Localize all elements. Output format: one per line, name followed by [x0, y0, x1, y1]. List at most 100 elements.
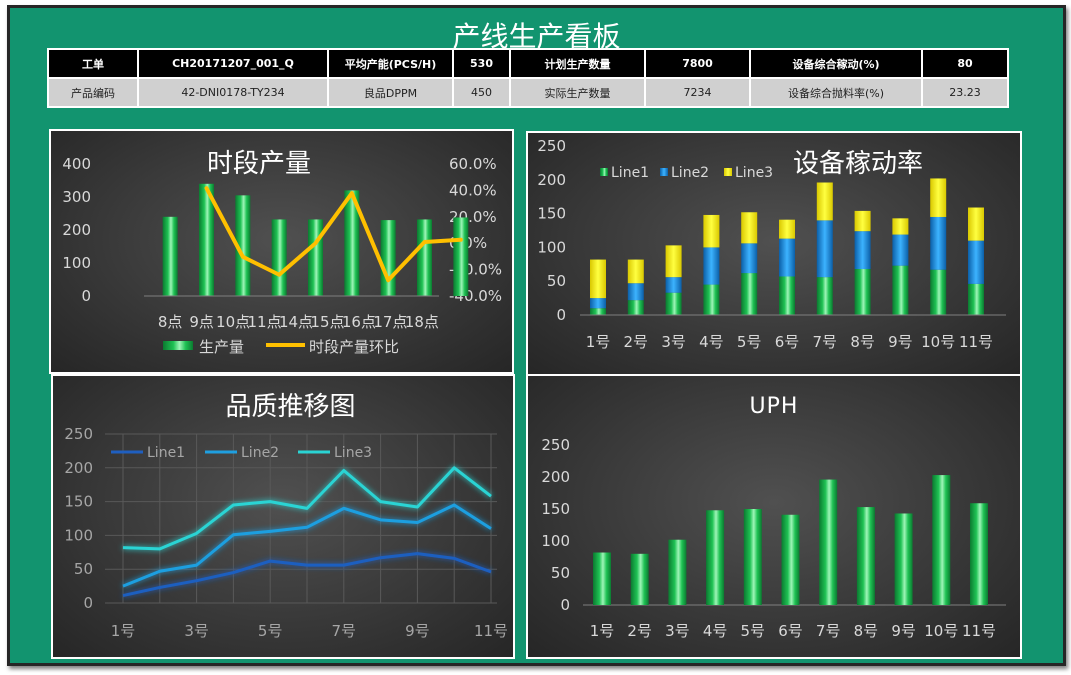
- bar: [819, 479, 838, 605]
- info-cell: CH20171207_001_Q: [137, 48, 329, 79]
- y-tick-label: 250: [537, 137, 566, 155]
- stacked-bar-segment: [892, 218, 909, 235]
- y-tick-label: 250: [64, 425, 93, 443]
- bar: [894, 513, 913, 605]
- bar: [235, 195, 251, 296]
- y-tick-label: 0: [560, 596, 570, 614]
- x-tick-label: 6号: [778, 622, 803, 640]
- y-tick-label: 400: [62, 155, 91, 173]
- info-cell: 实际生产数量: [509, 77, 646, 108]
- bar: [593, 552, 611, 605]
- y-tick-label: 100: [541, 532, 570, 550]
- page-title: 产线生产看板: [452, 20, 621, 53]
- x-tick-label: 18点: [405, 313, 439, 331]
- legend-label: Line2: [241, 445, 279, 461]
- y-tick-label: 200: [541, 468, 570, 486]
- quality-trend-plot: 0 50 100 150 200 250 1号 3号 5号 7号 9号 11号 Line1 Line2 Li…: [64, 425, 508, 640]
- stacked-bar-segment: [854, 210, 871, 232]
- x-tick-label: 9号: [891, 622, 916, 640]
- x-tick-label: 1号: [590, 622, 615, 640]
- y-tick-label: 100: [537, 238, 566, 256]
- series-line: [122, 552, 492, 598]
- x-tick-label: 8点: [158, 313, 183, 331]
- x-tick-label: 2号: [627, 622, 652, 640]
- x-tick-label: 5号: [737, 333, 762, 351]
- stacked-bar-segment: [627, 259, 644, 284]
- x-tick-label: 10号: [921, 333, 955, 351]
- y-tick-label: 0: [83, 594, 93, 612]
- y-tick-label: 100: [64, 526, 93, 544]
- y-tick-label: 100: [62, 254, 91, 272]
- stacked-bar-segment: [590, 259, 606, 299]
- x-tick-label: 7号: [813, 333, 838, 351]
- legend-swatch-bar: [163, 341, 193, 350]
- info-cell: 450: [452, 77, 511, 108]
- y-tick-label: 150: [64, 493, 93, 511]
- stacked-bar-segment: [779, 238, 795, 277]
- hourly-output-plot: 0100200300400-40.0%-20.0%0.0%20.0%40.0%6…: [62, 155, 502, 356]
- x-tick-label: 9点: [189, 313, 214, 331]
- x-tick-label: 14点: [279, 313, 313, 331]
- x-tick-label: 16点: [342, 313, 376, 331]
- x-tick-label: 11号: [959, 333, 993, 351]
- info-cell: 23.23: [921, 77, 1009, 108]
- x-tick-label: 3号: [184, 622, 209, 640]
- legend-swatch: [660, 168, 668, 176]
- y-tick-label: 150: [537, 205, 566, 223]
- bar: [417, 219, 432, 296]
- bar: [380, 220, 396, 296]
- stacked-bar-segment: [590, 308, 606, 315]
- legend-label: Line1: [611, 165, 649, 181]
- stacked-bar-segment: [892, 234, 909, 266]
- x-tick-label: 11点: [247, 313, 281, 331]
- info-cell: 平均产能(PCS/H): [327, 48, 454, 79]
- x-tick-label: 3号: [661, 333, 686, 351]
- stacked-bar-segment: [930, 269, 947, 315]
- info-cell: 80: [921, 48, 1009, 79]
- bar: [162, 216, 178, 296]
- info-cell: 良品DPPM: [327, 77, 454, 108]
- y-tick-label: 0: [556, 306, 566, 324]
- stacked-bar-segment: [665, 245, 682, 278]
- legend-label: 时段产量环比: [309, 338, 399, 356]
- x-tick-label: 6号: [775, 333, 800, 351]
- y-tick-label: 300: [62, 188, 91, 206]
- x-tick-label: 5号: [258, 622, 283, 640]
- info-cell: 42-DNI0178-TY234: [137, 77, 329, 108]
- stacked-bar-segment: [930, 178, 947, 217]
- bar: [344, 190, 360, 296]
- stacked-bar-segment: [779, 276, 795, 315]
- stacked-bar-segment: [741, 212, 758, 244]
- bar: [970, 503, 988, 605]
- info-cell: 设备综合稼动(%): [749, 48, 923, 79]
- stacked-bar-segment: [816, 277, 833, 315]
- utilization-chart: 设备稼动率 0 50 100 150 200 250 1号 2号 3号 4号 5号 6号 7号 8号 9号 1…: [526, 131, 1022, 376]
- stacked-bar-segment: [741, 273, 758, 315]
- x-tick-label: 4号: [703, 622, 728, 640]
- legend-label: Line3: [735, 165, 773, 181]
- x-tick-label: 17点: [373, 313, 407, 331]
- stacked-bar-segment: [703, 247, 720, 285]
- stacked-bar-segment: [665, 292, 682, 315]
- stacked-bar-segment: [816, 182, 833, 221]
- legend-label: Line3: [334, 445, 372, 461]
- x-tick-label: 7号: [816, 622, 841, 640]
- y2-tick-label: 60.0%: [449, 155, 497, 173]
- stacked-bar-segment: [741, 243, 758, 274]
- stacked-bar-segment: [892, 265, 909, 315]
- info-cell: 计划生产数量: [509, 48, 646, 79]
- legend-label: Line1: [147, 445, 185, 461]
- stacked-bar-segment: [779, 219, 795, 239]
- info-cell: 7800: [644, 48, 751, 79]
- bar: [932, 475, 951, 605]
- y-tick-label: 50: [547, 272, 566, 290]
- x-tick-label: 11号: [474, 622, 508, 640]
- info-cell: 产品编码: [47, 77, 139, 108]
- x-tick-label: 8号: [850, 333, 875, 351]
- stacked-bar-segment: [665, 277, 682, 293]
- hourly-output-chart: 时段产量 0100200300400-40.0%-20.0%0.0%20.0%4…: [49, 129, 514, 374]
- stacked-bar-segment: [968, 283, 984, 315]
- stacked-bar-segment: [703, 284, 720, 315]
- x-tick-label: 10点: [216, 313, 250, 331]
- chart-title: 时段产量: [206, 149, 311, 179]
